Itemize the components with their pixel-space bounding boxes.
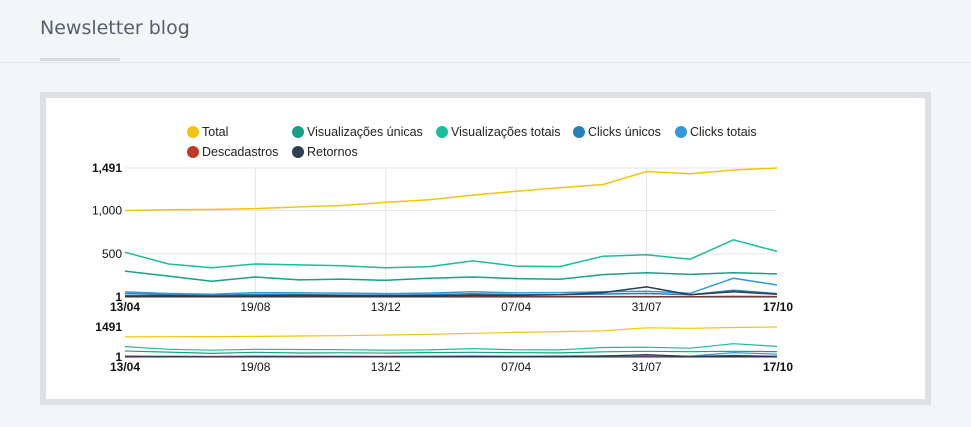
y-tick-label: 1,000 [92, 204, 122, 218]
legend-label: Clicks totais [690, 125, 757, 139]
legend-dot-icon [292, 126, 304, 138]
series-line-clicks-unicos [124, 289, 778, 296]
legend-item-total[interactable]: Total [187, 125, 228, 139]
x-tick-label: 07/04 [501, 300, 531, 314]
navigator-x-tick-label: 19/08 [240, 360, 270, 374]
navigator-x-tick-label: 31/07 [632, 360, 662, 374]
navigator-x-tick-label: 17/10 [763, 360, 793, 374]
legend-dot-icon [187, 126, 199, 138]
x-tick-label: 13/12 [371, 300, 401, 314]
navigator-series-line-visualizacoes-totais [124, 343, 778, 351]
legend-item-visualizacoes-unicas[interactable]: Visualizações únicas [292, 125, 423, 139]
x-tick-label: 31/07 [632, 300, 662, 314]
legend-label: Visualizações totais [451, 125, 561, 139]
legend-dot-icon [292, 146, 304, 158]
navigator-series-line-total [124, 326, 778, 338]
y-tick-label: 500 [102, 247, 122, 261]
page-title: Newsletter blog [40, 17, 190, 39]
legend-dot-icon [187, 146, 199, 158]
navigator-y-tick-label: 1491 [95, 320, 122, 334]
legend-item-clicks-unicos[interactable]: Clicks únicos [573, 125, 661, 139]
main-grid [125, 167, 777, 297]
x-tick-label: 13/04 [110, 300, 140, 314]
legend-item-visualizacoes-totais[interactable]: Visualizações totais [436, 125, 561, 139]
legend-label: Clicks únicos [588, 125, 661, 139]
series-line-retornos [124, 286, 778, 297]
series-line-clicks-totais [124, 277, 778, 296]
main-axis: 1,491 1,000 500 113/04 19/08 13/12 07/04 31/07 1… [92, 161, 793, 314]
legend-label: Visualizações únicas [307, 125, 423, 139]
page-header: Newsletter blog [0, 0, 971, 63]
navigator-axis: 1491 113/04 19/08 13/12 07/04 31/07 17/10 [95, 320, 793, 374]
series-line-total [124, 167, 778, 212]
legend-label: Retornos [307, 145, 358, 159]
series-line-visualizacoes-unicas [124, 270, 778, 283]
legend-dot-icon [573, 126, 585, 138]
title-underline [40, 58, 120, 61]
x-tick-label: 17/10 [763, 300, 793, 314]
navigator-series-group [124, 326, 778, 358]
x-tick-label: 19/08 [240, 300, 270, 314]
legend-label: Total [202, 125, 229, 139]
legend-item-descadastros[interactable]: Descadastros [187, 145, 278, 159]
navigator-y-tick-label: 1 [115, 350, 122, 364]
legend-label: Descadastros [202, 145, 279, 159]
navigator-x-tick-label: 13/04 [110, 360, 140, 374]
navigator-x-tick-label: 13/12 [371, 360, 401, 374]
legend-item-clicks-totais[interactable]: Clicks totais [675, 125, 757, 139]
legend-dot-icon [436, 126, 448, 138]
main-series-group [124, 167, 778, 298]
legend-dot-icon [675, 126, 687, 138]
series-line-visualizacoes-totais [124, 239, 778, 269]
legend-item-retornos[interactable]: Retornos [292, 145, 358, 159]
navigator-series-line-visualizacoes-unicas [124, 350, 778, 354]
navigator-x-tick-label: 07/04 [501, 360, 531, 374]
y-tick-label: 1,491 [92, 161, 122, 175]
y-tick-label: 1 [115, 290, 122, 304]
